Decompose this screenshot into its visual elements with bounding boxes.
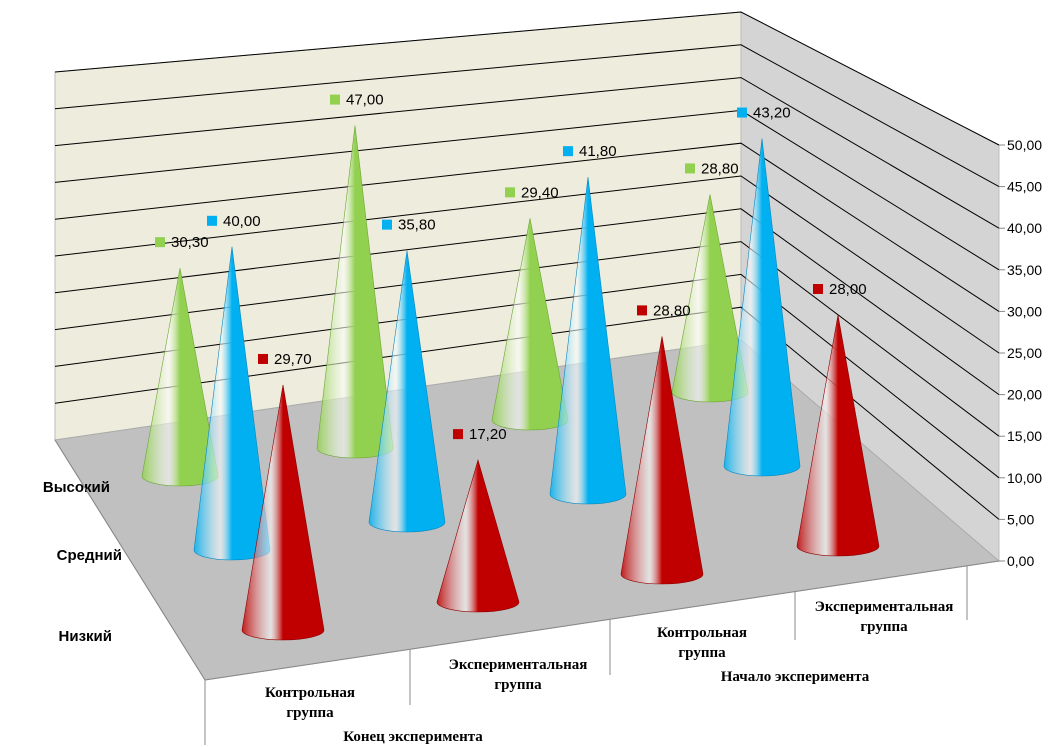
cone-Низкий-1 bbox=[436, 459, 520, 613]
value-label-marker bbox=[737, 107, 747, 118]
cone-body bbox=[241, 384, 325, 641]
value-labels: 30,30 47,00 29,40 28,80 40,00 35,80 41,80 43,20… bbox=[155, 92, 867, 443]
gridline bbox=[54, 142, 1000, 312]
value-label: 28,80 bbox=[701, 160, 739, 177]
value-label: 41,80 bbox=[579, 143, 617, 160]
series-axis-label: Средний bbox=[57, 547, 122, 564]
value-label: 47,00 bbox=[346, 92, 384, 109]
value-label: 40,00 bbox=[223, 213, 261, 230]
value-label-marker bbox=[330, 94, 340, 105]
category-label: Контрольная bbox=[265, 685, 355, 701]
cone-Низкий-0 bbox=[241, 384, 325, 641]
cones bbox=[141, 125, 880, 641]
cone-body bbox=[368, 250, 446, 533]
value-label-marker bbox=[453, 429, 463, 440]
value-label-marker bbox=[258, 353, 268, 364]
value-label-marker bbox=[637, 305, 647, 316]
category-axis: Контрольная группа Экспериментальная группа… bbox=[204, 560, 1000, 745]
y-tick-label: 50,00 bbox=[1007, 137, 1042, 153]
value-label: 17,20 bbox=[469, 426, 507, 443]
gridline bbox=[54, 11, 1000, 146]
value-label: 29,70 bbox=[274, 351, 312, 368]
category-axis-line bbox=[204, 560, 1000, 681]
cone-body bbox=[796, 314, 880, 557]
gridlines bbox=[54, 11, 1000, 520]
cone-Низкий-3 bbox=[796, 314, 880, 557]
category-label-line2: группа bbox=[678, 645, 726, 661]
cone-body bbox=[549, 177, 627, 505]
series-axis-label: Высокий bbox=[43, 479, 110, 496]
y-tick-label: 45,00 bbox=[1007, 179, 1042, 195]
series-axis-label: Низкий bbox=[59, 628, 112, 645]
y-tick-label: 5,00 bbox=[1007, 511, 1034, 527]
gridline bbox=[54, 44, 1000, 188]
cone-Средний-1 bbox=[368, 250, 446, 533]
value-label: 43,20 bbox=[753, 105, 791, 122]
y-axis: 0,00 5,00 10,00 15,00 20,00 25,00 30,00 35,00 40… bbox=[999, 137, 1042, 569]
value-label-marker bbox=[155, 237, 165, 248]
category-label-line2: группа bbox=[494, 677, 542, 693]
category-label-line2: группа bbox=[860, 619, 908, 635]
cone-Средний-3 bbox=[723, 138, 801, 477]
gridline bbox=[54, 208, 1000, 396]
gridline bbox=[54, 306, 1000, 520]
y-tick-label: 40,00 bbox=[1007, 220, 1042, 236]
group-label: Начало эксперимента bbox=[721, 669, 870, 685]
category-label: Контрольная bbox=[657, 625, 747, 641]
cone-body bbox=[620, 336, 704, 585]
value-label: 35,80 bbox=[398, 217, 436, 234]
series-axis: Высокий Средний Низкий bbox=[43, 439, 206, 681]
value-label-marker bbox=[207, 215, 217, 226]
cone-body bbox=[723, 138, 801, 477]
value-label-marker bbox=[813, 284, 823, 294]
series-axis-line bbox=[54, 439, 206, 681]
y-tick-label: 30,00 bbox=[1007, 303, 1042, 319]
group-label: Конец эксперимента bbox=[343, 729, 483, 745]
value-label: 30,30 bbox=[171, 234, 209, 251]
y-tick-label: 15,00 bbox=[1007, 428, 1042, 444]
cone-Средний-2 bbox=[549, 177, 627, 505]
y-tick-label: 0,00 bbox=[1007, 553, 1034, 569]
value-label-marker bbox=[382, 219, 392, 230]
value-label: 28,80 bbox=[653, 302, 691, 319]
value-label-marker bbox=[505, 187, 515, 198]
cone-Низкий-2 bbox=[620, 336, 704, 585]
value-label-marker bbox=[685, 163, 695, 174]
y-tick-label: 35,00 bbox=[1007, 262, 1042, 278]
value-label: 28,00 bbox=[829, 281, 867, 298]
category-label: Экспериментальная bbox=[449, 657, 588, 673]
y-tick-label: 25,00 bbox=[1007, 345, 1042, 361]
y-tick-label: 20,00 bbox=[1007, 387, 1042, 403]
gridline bbox=[54, 241, 1000, 437]
gridline bbox=[54, 175, 1000, 354]
value-label: 29,40 bbox=[521, 184, 559, 201]
cone-body bbox=[436, 459, 520, 613]
gridline bbox=[54, 77, 1000, 229]
category-label-line2: группа bbox=[286, 705, 334, 721]
category-label: Экспериментальная bbox=[815, 599, 954, 615]
value-label-marker bbox=[563, 146, 573, 157]
y-tick-label: 10,00 bbox=[1007, 470, 1042, 486]
gridline bbox=[54, 273, 1000, 479]
